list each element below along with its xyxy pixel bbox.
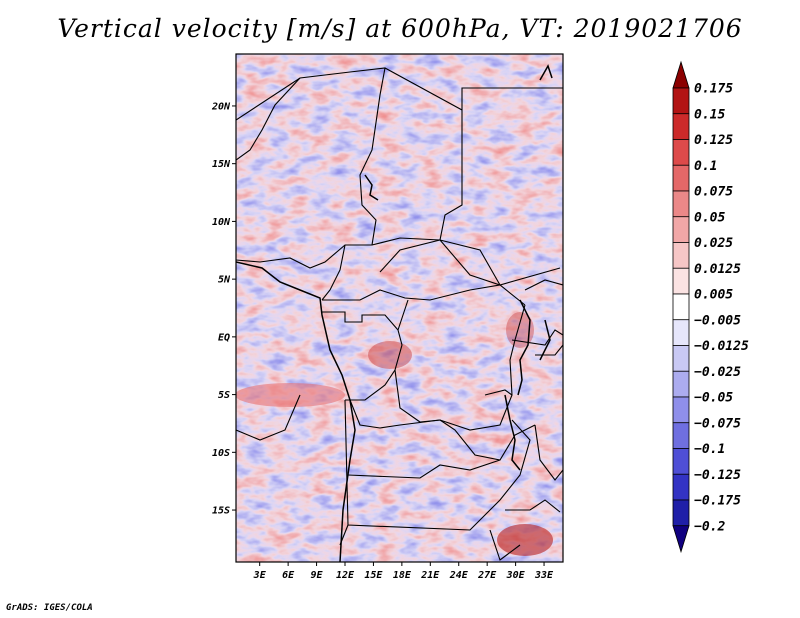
map-title: Vertical velocity [m/s] at 600hPa, VT: 2… [57, 14, 743, 43]
colorbar-label: −0.175 [694, 494, 741, 509]
colorbar-swatch [672, 370, 690, 398]
colorbar-swatch [672, 60, 690, 89]
lat-label: 15S [212, 506, 230, 517]
colorbar-label: 0.15 [694, 107, 725, 122]
lon-label: 9E [311, 570, 324, 581]
colorbar-swatch [672, 293, 690, 321]
colorbar-swatch [672, 87, 690, 115]
colorbar-swatch [672, 396, 690, 424]
colorbar-label: 0.1 [694, 159, 717, 174]
map-frame [235, 53, 564, 563]
colorbar: 0.175 0.15 0.125 0.1 0.075 0.05 0.025 0.0125 0.0… [672, 60, 749, 554]
lat-label: 10S [212, 448, 230, 459]
colorbar-label: 0.0125 [694, 262, 741, 277]
lat-label: 15N [212, 159, 231, 170]
lon-label: 18E [393, 570, 412, 581]
lon-label: 30E [506, 570, 526, 581]
velocity-field [236, 54, 563, 562]
lat-label: 5S [218, 390, 230, 401]
colorbar-swatch [672, 345, 690, 372]
colorbar-swatch [672, 190, 690, 218]
colorbar-label: 0.175 [694, 82, 733, 97]
lon-label: 6E [282, 570, 295, 581]
lon-label: 15E [364, 570, 383, 581]
colorbar-label: −0.1 [694, 442, 725, 457]
colorbar-swatch [672, 448, 690, 475]
colorbar-label: 0.075 [694, 185, 733, 200]
colorbar-swatch [672, 164, 690, 192]
colorbar-label: −0.125 [694, 468, 741, 483]
latitude-axis: 20N 15N 10N 5N EQ 5S 10S 15S [211, 101, 236, 517]
lat-label: 10N [212, 217, 231, 228]
lon-label: 21E [420, 570, 440, 581]
lon-label: 33E [534, 570, 554, 581]
colorbar-swatch [672, 242, 690, 269]
colorbar-label: 0.05 [694, 210, 725, 225]
lat-label: EQ [218, 332, 230, 343]
colorbar-swatch [672, 216, 690, 243]
longitude-axis: 3E 6E 9E 12E 15E 18E 21E 24E 27E 30E 33E [253, 562, 554, 581]
lon-label: 24E [449, 570, 469, 581]
colorbar-label: −0.005 [694, 313, 741, 328]
colorbar-swatch [672, 473, 690, 501]
colorbar-label: −0.0125 [694, 339, 749, 354]
colorbar-swatch [672, 422, 690, 449]
lat-label: 20N [211, 101, 231, 112]
colorbar-label: −0.025 [694, 365, 741, 380]
lon-label: 3E [253, 570, 267, 581]
colorbar-swatch [672, 319, 690, 346]
colorbar-swatch [672, 525, 690, 554]
colorbar-label: −0.2 [694, 519, 725, 534]
colorbar-swatch [672, 499, 690, 527]
lon-label: 12E [336, 570, 355, 581]
colorbar-label: 0.025 [694, 236, 733, 251]
colorbar-swatch [672, 267, 690, 295]
colorbar-label: 0.125 [694, 133, 733, 148]
coastlines [236, 64, 553, 562]
colorbar-label: 0.005 [694, 288, 733, 303]
lat-label: 5N [218, 275, 231, 286]
colorbar-label: −0.075 [694, 416, 741, 431]
country-borders [236, 67, 563, 561]
colorbar-swatch [672, 113, 690, 140]
credit-label: GrADS: IGES/COLA [6, 603, 93, 613]
colorbar-swatch [672, 139, 690, 166]
colorbar-label: −0.05 [694, 391, 733, 406]
lon-label: 27E [477, 570, 497, 581]
